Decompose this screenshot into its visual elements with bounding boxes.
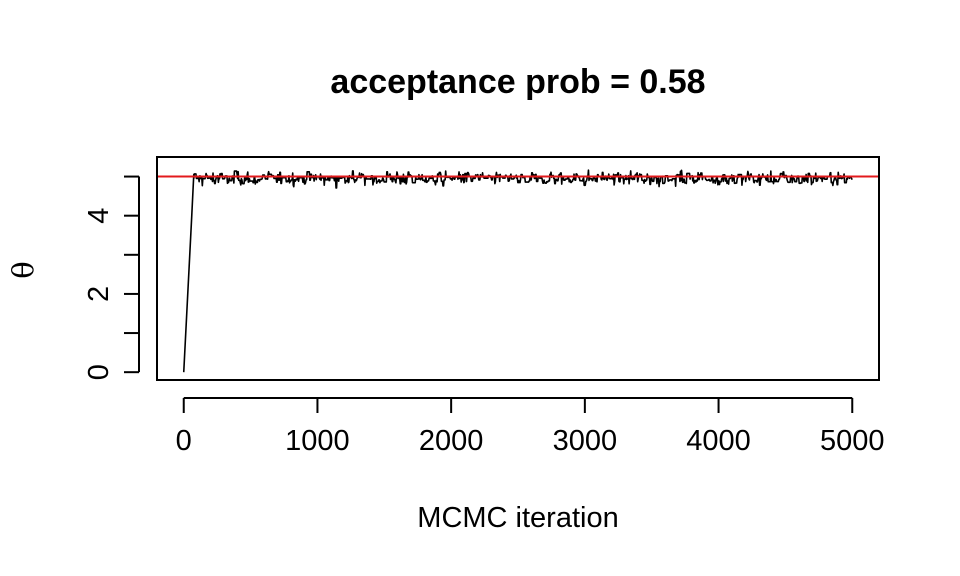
trace-line [182, 169, 853, 373]
plot-area [156, 156, 880, 381]
y-tick-label: 2 [83, 286, 115, 302]
chart-title: acceptance prob = 0.58 [330, 63, 705, 101]
x-tick-label: 3000 [553, 425, 618, 457]
x-tick-label: 1000 [285, 425, 350, 457]
x-axis: 0 1000 2000 3000 4000 5000 [176, 397, 885, 457]
plot-frame [156, 156, 880, 381]
y-tick-label: 0 [83, 364, 115, 380]
x-axis-title: MCMC iteration [417, 502, 618, 534]
x-tick-label: 5000 [820, 425, 885, 457]
y-tick-label: 4 [83, 208, 115, 224]
x-tick-label: 0 [176, 425, 192, 457]
x-tick-label: 2000 [419, 425, 484, 457]
x-tick-label: 4000 [686, 425, 751, 457]
y-axis-title: θ [6, 261, 40, 278]
y-axis: 0 2 4 [83, 175, 140, 380]
